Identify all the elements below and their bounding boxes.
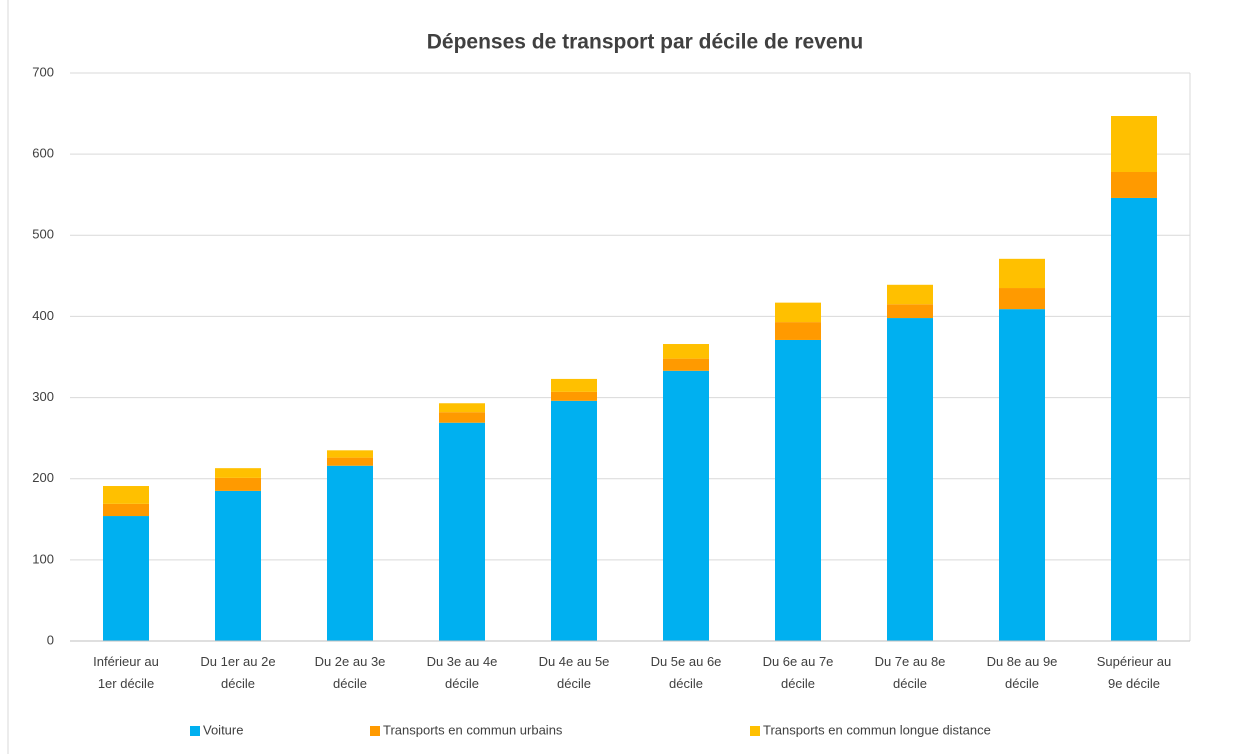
bar-segment [551, 378, 597, 392]
x-tick-label: Du 7e au 8e décile [875, 654, 946, 691]
bar-segment [775, 322, 821, 340]
y-tick-label: 200 [32, 470, 54, 485]
bar-segment [327, 465, 373, 641]
legend-label: Transports en commun longue distance [763, 722, 991, 737]
bar-segment [663, 358, 709, 371]
bar-segment [439, 403, 485, 413]
y-tick-label: 500 [32, 227, 54, 242]
x-tick-label: Du 1er au 2e décile [200, 654, 275, 691]
bar-segment [215, 490, 261, 641]
bar-segment [327, 450, 373, 458]
bar-segment [215, 477, 261, 491]
bar-segment [887, 284, 933, 305]
bar-segment [103, 516, 149, 641]
bar-segment [1111, 171, 1157, 198]
bar-segment [215, 468, 261, 478]
bar-segment [887, 318, 933, 641]
x-tick-label: Du 6e au 7e décile [763, 654, 834, 691]
chart-title: Dépenses de transport par décile de reve… [427, 31, 864, 54]
x-tick-label: Supérieur au 9e décile [1097, 654, 1171, 691]
bar-segment [999, 288, 1045, 310]
y-tick-label: 100 [32, 551, 54, 566]
x-tick-label: Du 2e au 3e décile [315, 654, 386, 691]
y-tick-label: 300 [32, 389, 54, 404]
legend-swatch [370, 726, 380, 736]
legend-swatch [750, 726, 760, 736]
legend-label: Transports en commun urbains [383, 722, 563, 737]
y-tick-label: 700 [32, 64, 54, 79]
bar-segment [775, 339, 821, 641]
x-tick-label: Du 5e au 6e décile [651, 654, 722, 691]
y-tick-label: 400 [32, 308, 54, 323]
bar-segment [439, 412, 485, 423]
x-tick-label: Du 3e au 4e décile [427, 654, 498, 691]
bar-segment [103, 486, 149, 504]
bar-segment [327, 457, 373, 466]
bar-segment [1111, 197, 1157, 641]
y-tick-label: 0 [47, 632, 54, 647]
bar-segment [1111, 116, 1157, 172]
bar-segment [663, 370, 709, 641]
x-tick-label: Du 8e au 9e décile [987, 654, 1058, 691]
bar-segment [103, 503, 149, 517]
x-tick-label: Inférieur au 1er décile [93, 654, 159, 691]
x-tick-label: Du 4e au 5e décile [539, 654, 610, 691]
bar-segment [663, 344, 709, 359]
legend-label: Voiture [203, 722, 243, 737]
bar-segment [999, 258, 1045, 289]
legend-swatch [190, 726, 200, 736]
bar-segment [999, 309, 1045, 641]
bar-segment [439, 422, 485, 641]
bar-segment [551, 400, 597, 641]
y-tick-label: 600 [32, 146, 54, 161]
bar-segment [887, 304, 933, 319]
bar-segment [775, 302, 821, 323]
bar-segment [551, 391, 597, 401]
